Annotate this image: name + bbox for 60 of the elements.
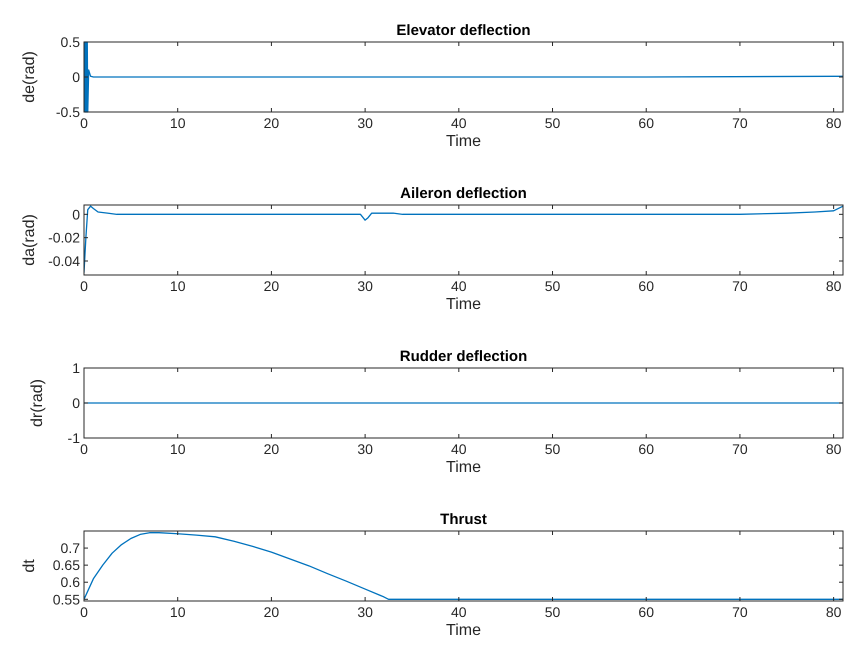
chart-title: Elevator deflection [396, 22, 531, 39]
x-tick-label: 30 [357, 115, 374, 131]
x-tick-label: 50 [544, 278, 561, 294]
x-tick-label: 80 [826, 604, 842, 620]
chart-title: Rudder deflection [400, 348, 528, 365]
y-tick-label: -0.04 [48, 253, 80, 269]
x-tick-label: 80 [826, 278, 842, 294]
x-tick-label: 20 [264, 115, 280, 131]
y-axis-title: de(rad) [21, 51, 38, 103]
x-axis-title: Time [446, 296, 482, 313]
y-tick-label: 0.55 [52, 591, 80, 608]
y-tick-label: 0.6 [60, 574, 80, 590]
x-tick-label: 10 [170, 604, 186, 620]
x-tick-label: 80 [826, 115, 842, 131]
x-tick-label: 30 [357, 441, 374, 457]
x-tick-label: 20 [264, 441, 280, 457]
y-axis-title: dr(rad) [29, 378, 46, 428]
y-tick-label: -0.02 [48, 230, 80, 246]
y-tick-label: 0 [72, 69, 80, 85]
y-tick-label: 0.7 [60, 540, 80, 556]
x-tick-label: 40 [451, 278, 467, 294]
x-axis-title: Time [446, 622, 482, 639]
x-tick-label: 10 [170, 278, 186, 294]
x-tick-label: 10 [170, 441, 186, 457]
x-tick-label: 40 [451, 441, 467, 457]
y-tick-label: -0.5 [56, 104, 80, 120]
x-tick-label: 60 [638, 604, 654, 620]
x-tick-label: 60 [638, 278, 654, 294]
x-tick-label: 50 [544, 115, 561, 131]
y-tick-label: 0.5 [60, 34, 80, 50]
x-tick-label: 20 [264, 604, 280, 620]
x-tick-label: 80 [826, 441, 842, 457]
x-tick-label: 60 [638, 441, 654, 457]
x-axis-title: Time [446, 459, 482, 476]
x-tick-label: 50 [544, 604, 561, 620]
chart-title: Thrust [440, 511, 487, 528]
chart-title: Aileron deflection [400, 185, 527, 202]
x-tick-label: 60 [638, 115, 654, 131]
x-tick-label: 50 [544, 441, 561, 457]
x-tick-label: 40 [451, 604, 467, 620]
x-axis-title: Time [446, 133, 482, 150]
y-tick-label: 1 [72, 360, 80, 376]
y-tick-label: 0 [72, 395, 80, 411]
x-tick-label: 70 [732, 278, 748, 294]
line-series [84, 532, 843, 600]
x-tick-label: 70 [732, 441, 748, 457]
x-tick-label: 10 [170, 115, 186, 131]
x-tick-label: 30 [357, 278, 374, 294]
x-tick-label: 70 [732, 115, 748, 131]
y-axis-title: dt [21, 558, 38, 573]
x-tick-label: 20 [264, 278, 280, 294]
x-tick-label: 30 [357, 604, 374, 620]
y-tick-label: 0 [72, 206, 80, 222]
line-series [84, 41, 843, 113]
x-tick-label: 40 [451, 115, 467, 131]
line-series [84, 206, 843, 274]
x-tick-label: 70 [732, 604, 748, 620]
y-tick-label: -1 [68, 430, 80, 446]
y-axis-title: da(rad) [21, 214, 38, 266]
y-tick-label: 0.65 [52, 557, 80, 574]
